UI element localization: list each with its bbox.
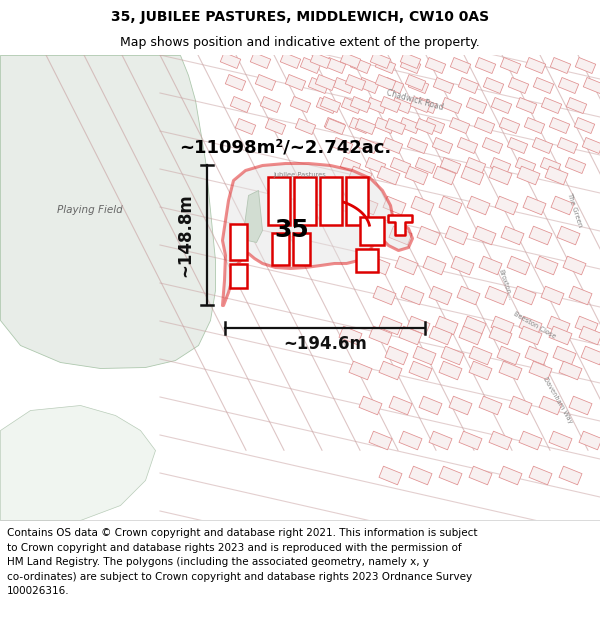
Text: Broxton...: Broxton...: [497, 269, 513, 301]
Bar: [272, 233, 289, 265]
Bar: [356, 249, 378, 272]
Text: The Green: The Green: [566, 192, 583, 228]
Text: 35, JUBILEE PASTURES, MIDDLEWICH, CW10 0AS: 35, JUBILEE PASTURES, MIDDLEWICH, CW10 0…: [111, 9, 489, 24]
Bar: [346, 177, 368, 225]
Text: Davenham Way: Davenham Way: [542, 376, 574, 424]
Bar: [293, 233, 310, 265]
Text: Playing Field: Playing Field: [57, 205, 123, 215]
Text: ~148.8m: ~148.8m: [176, 193, 194, 277]
Text: 35: 35: [275, 218, 310, 242]
Text: Beeston Close: Beeston Close: [513, 311, 557, 339]
Text: Contains OS data © Crown copyright and database right 2021. This information is : Contains OS data © Crown copyright and d…: [7, 528, 478, 596]
Bar: [294, 177, 316, 225]
Text: Jubilee Pastures: Jubilee Pastures: [274, 172, 326, 178]
Bar: [360, 217, 384, 245]
Text: ~11098m²/~2.742ac.: ~11098m²/~2.742ac.: [179, 139, 391, 157]
Text: Map shows position and indicative extent of the property.: Map shows position and indicative extent…: [120, 36, 480, 49]
Bar: [320, 177, 342, 225]
Bar: [268, 177, 290, 225]
Text: ~194.6m: ~194.6m: [283, 335, 367, 353]
Text: Chadwick Road: Chadwick Road: [386, 88, 445, 112]
Bar: [230, 224, 247, 260]
Bar: [230, 264, 247, 288]
